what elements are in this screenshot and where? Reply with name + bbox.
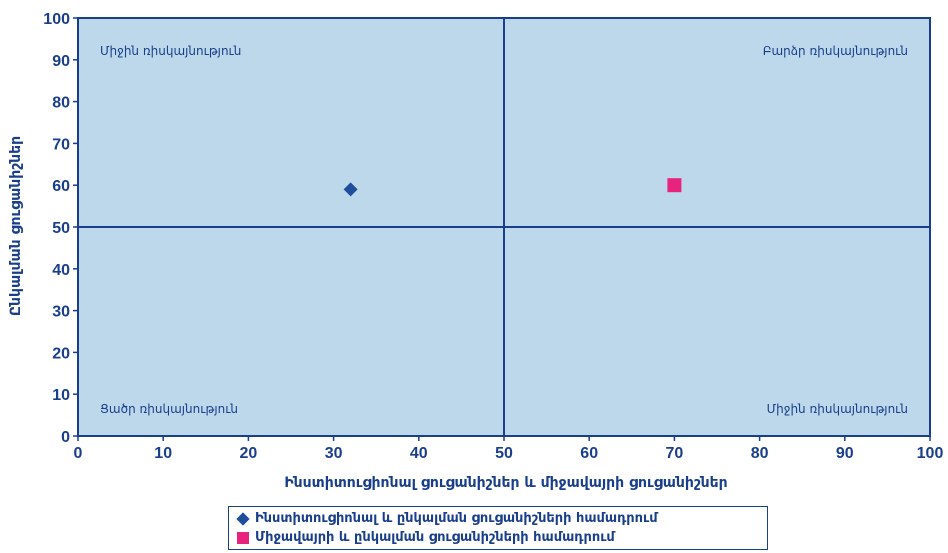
data-point-series-0 <box>343 182 358 197</box>
x-tick-label: 100 <box>917 445 944 462</box>
quadrant-label-top-right: Բարձր ռիսկայնություն <box>763 44 908 58</box>
y-tick-label: 0 <box>61 429 70 446</box>
y-tick-label: 50 <box>52 220 70 237</box>
scatter-chart: 0 10 20 30 40 50 60 70 80 90 100 0 10 20 30 40 50 60 70 80… <box>8 11 944 491</box>
y-tick-label: 40 <box>52 262 70 279</box>
x-tick-label: 60 <box>580 445 598 462</box>
legend-item-institutional: Ինստիտուցիոնալ և ընկալման ցուցանիշների հ… <box>236 509 759 528</box>
x-tick-label: 0 <box>74 445 83 462</box>
y-tick-label: 100 <box>43 11 70 28</box>
x-tick-label: 70 <box>666 445 684 462</box>
quadrant-label-top-left: Միջին ռիսկայնություն <box>100 44 241 58</box>
y-tick-label: 60 <box>52 178 70 195</box>
x-tick-label: 90 <box>836 445 854 462</box>
x-tick-label: 40 <box>410 445 428 462</box>
legend-label-environment: Միջավայրի և ընկալման ցուցանիշների համադր… <box>255 530 615 545</box>
y-tick-label: 10 <box>52 387 70 404</box>
data-point-series-1 <box>667 178 682 193</box>
x-tick-label: 10 <box>154 445 172 462</box>
y-tick-label: 30 <box>52 304 70 321</box>
legend-label-institutional: Ինստիտուցիոնալ և ընկալման ցուցանիշների հ… <box>255 511 658 526</box>
quadrant-label-bottom-left: Ցածր ռիսկայնություն <box>100 402 238 416</box>
quadrant-label-bottom-right: Միջին ռիսկայնություն <box>767 402 908 416</box>
diamond-marker-icon <box>236 511 250 526</box>
y-tick-label: 70 <box>52 136 70 153</box>
y-tick-label: 80 <box>52 95 70 112</box>
legend: Ինստիտուցիոնալ և ընկալման ցուցանիշների հ… <box>228 506 768 550</box>
x-tick-label: 50 <box>495 445 513 462</box>
x-tick-label: 80 <box>751 445 769 462</box>
x-axis-title: Ինստիտուցիոնալ ցուցանիշներ և միջավայրի ց… <box>284 475 727 491</box>
x-tick-label: 30 <box>325 445 343 462</box>
y-tick-label: 90 <box>52 53 70 70</box>
legend-item-environment: Միջավայրի և ընկալման ցուցանիշների համադր… <box>237 528 759 547</box>
square-marker-icon <box>237 531 249 544</box>
x-tick-label: 20 <box>240 445 258 462</box>
y-axis-title: Ընկալման ցուցանիշներ <box>8 136 24 316</box>
y-tick-label: 20 <box>52 345 70 362</box>
